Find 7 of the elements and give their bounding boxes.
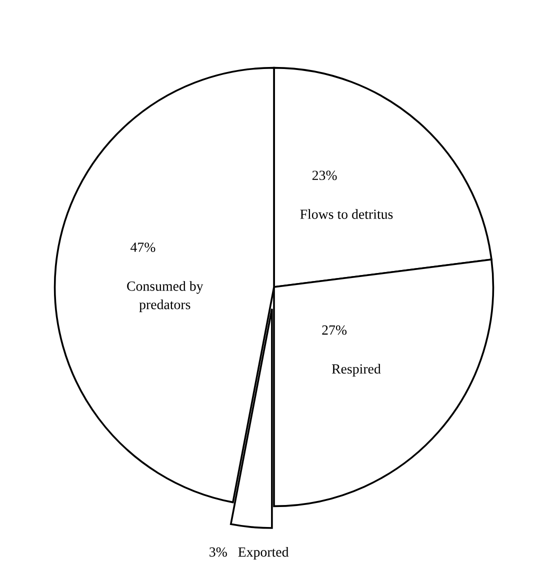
slice-label: Flows to detritus — [300, 209, 393, 219]
slice-label: 3% Exported — [210, 546, 289, 560]
data-label: 47% — [130, 242, 156, 252]
data-label: 23% — [312, 170, 337, 180]
data-label: 27% — [322, 325, 347, 335]
slice-label: Respired — [332, 364, 381, 376]
slice-label: Consumed by predators — [127, 281, 204, 312]
